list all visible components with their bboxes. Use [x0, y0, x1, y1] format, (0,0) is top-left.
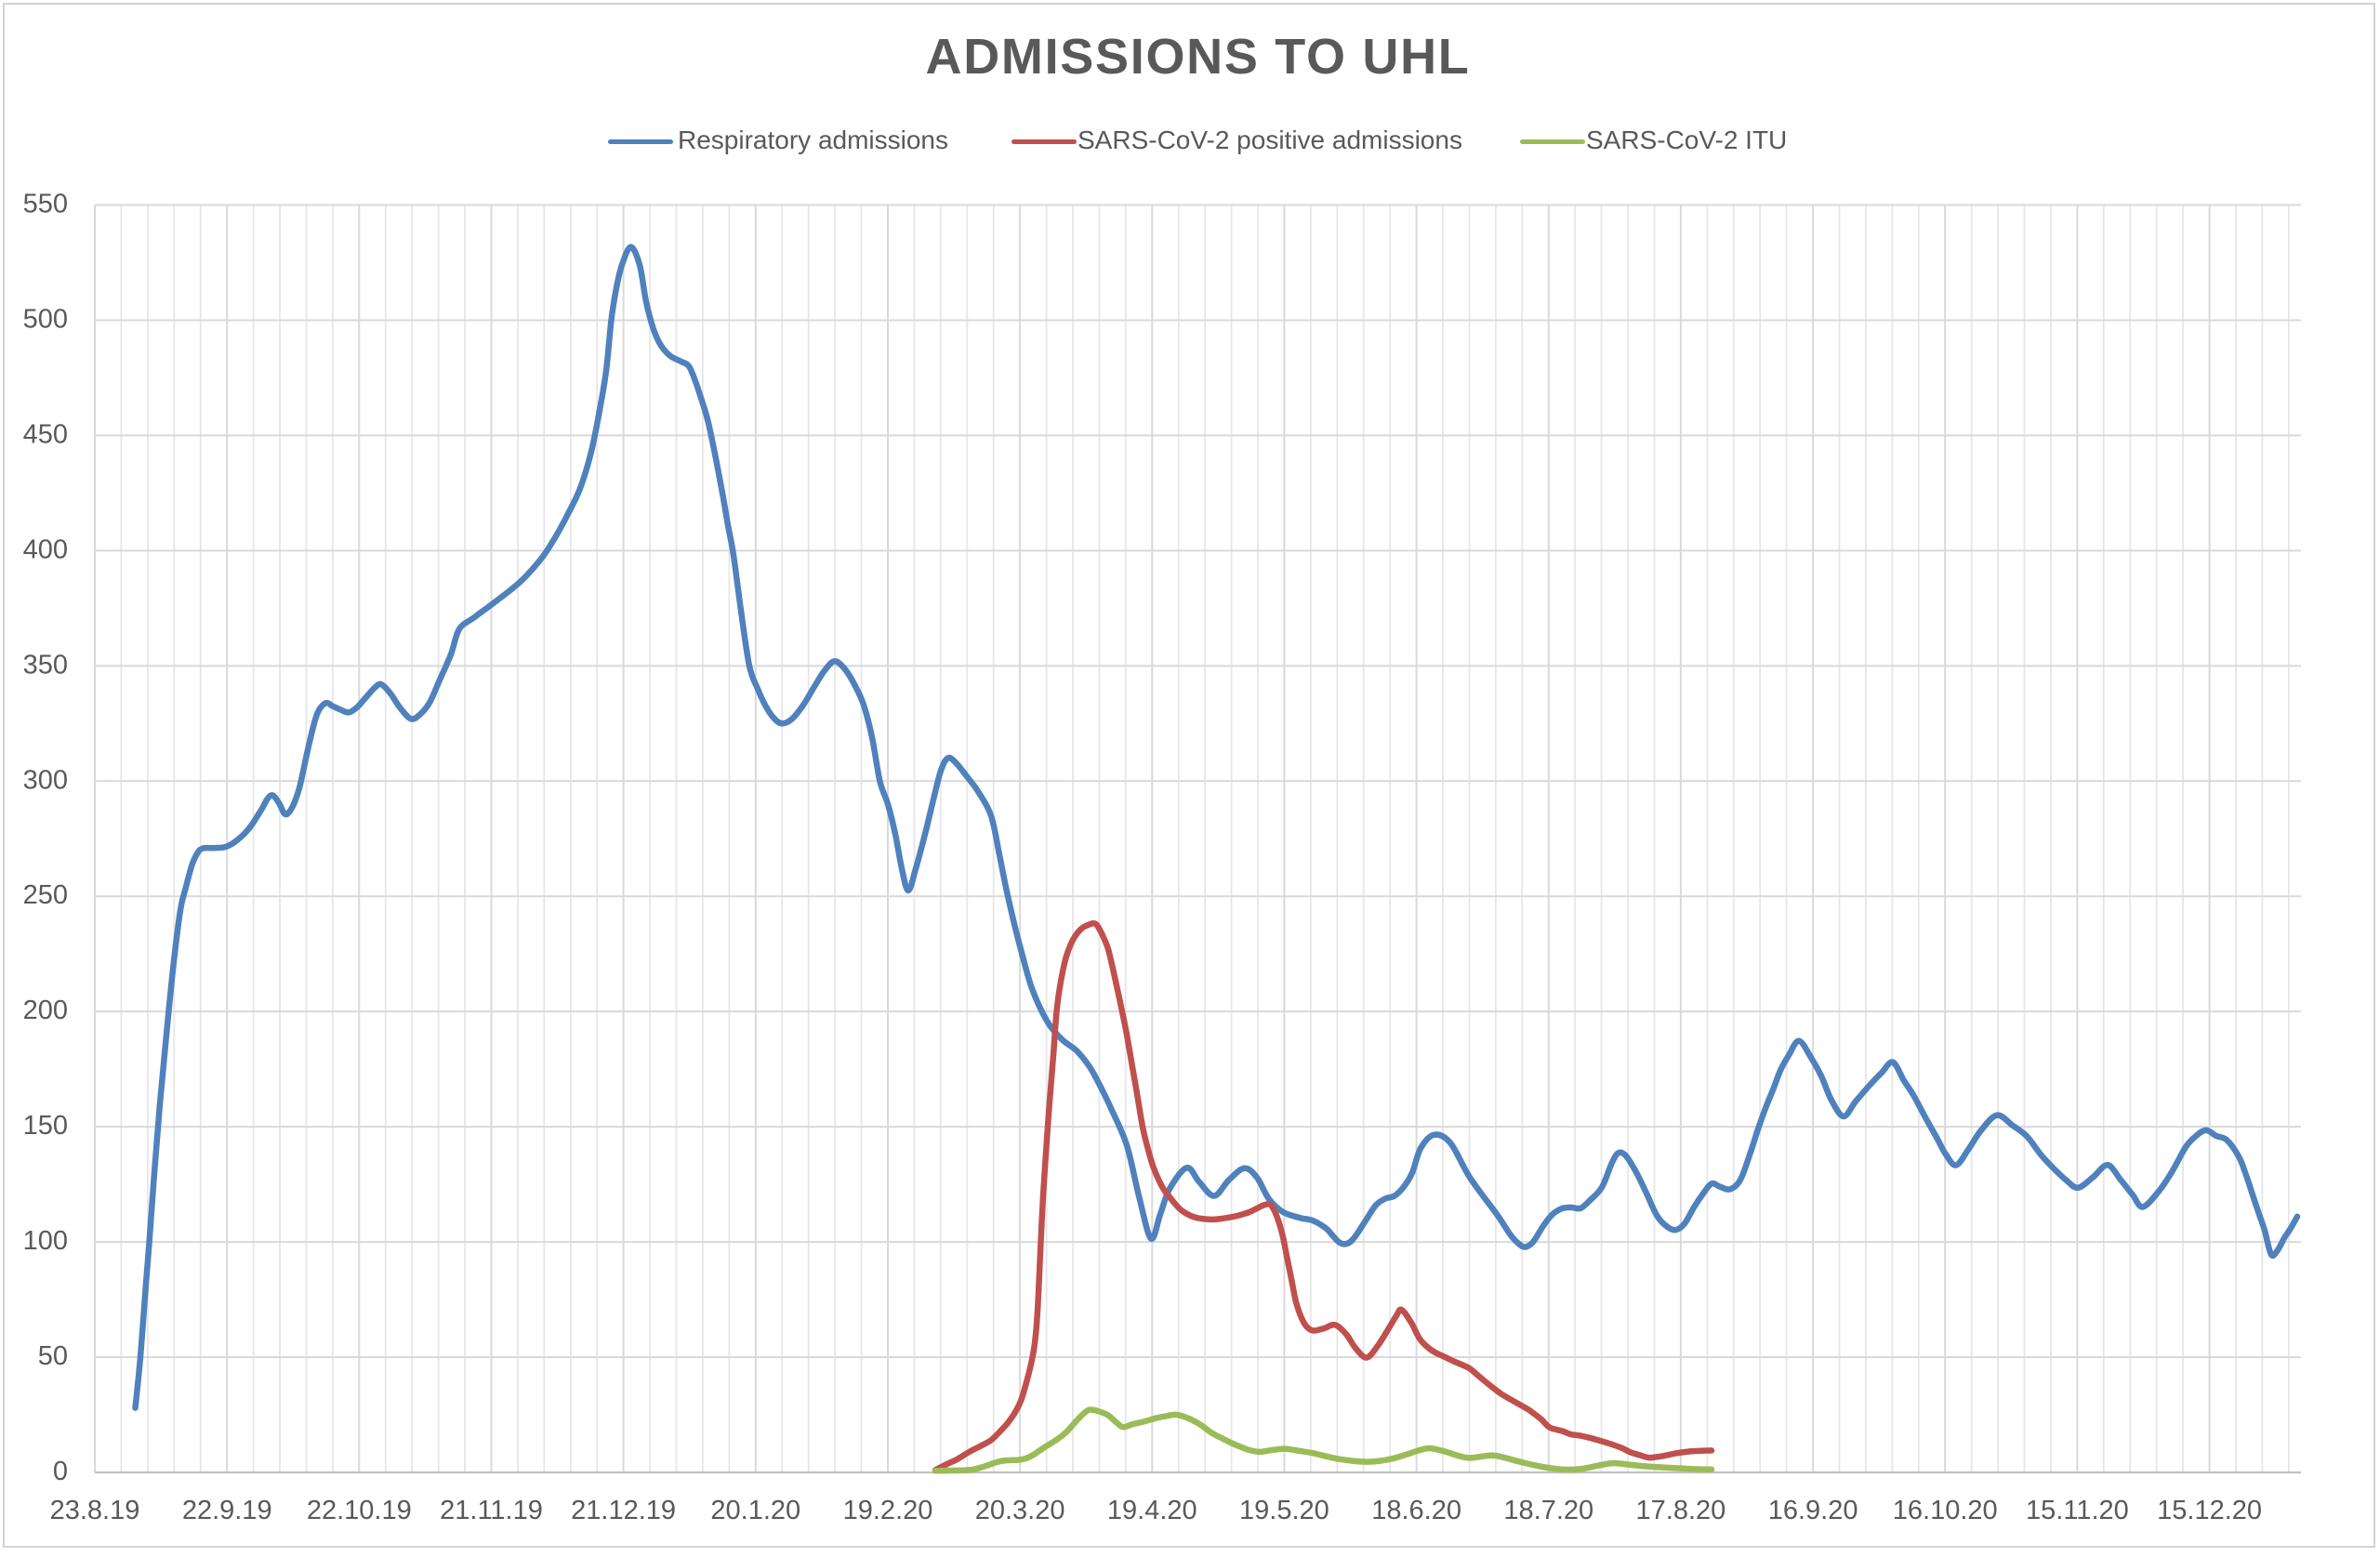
svg-text:19.4.20: 19.4.20 [1107, 1496, 1197, 1525]
svg-text:18.7.20: 18.7.20 [1503, 1496, 1593, 1525]
svg-text:19.2.20: 19.2.20 [843, 1496, 933, 1525]
svg-text:16.9.20: 16.9.20 [1768, 1496, 1858, 1525]
svg-text:200: 200 [23, 996, 68, 1025]
svg-text:20.3.20: 20.3.20 [975, 1496, 1065, 1525]
svg-text:350: 350 [23, 650, 68, 680]
svg-text:16.10.20: 16.10.20 [1893, 1496, 1998, 1525]
svg-text:100: 100 [23, 1226, 68, 1256]
svg-text:150: 150 [23, 1111, 68, 1141]
svg-text:550: 550 [23, 190, 68, 219]
svg-text:0: 0 [53, 1457, 68, 1486]
svg-text:19.5.20: 19.5.20 [1239, 1496, 1329, 1525]
svg-text:17.8.20: 17.8.20 [1636, 1496, 1726, 1525]
svg-text:500: 500 [23, 305, 68, 335]
svg-text:400: 400 [23, 534, 68, 564]
svg-text:20.1.20: 20.1.20 [710, 1496, 800, 1525]
svg-text:50: 50 [38, 1341, 68, 1371]
svg-text:300: 300 [23, 765, 68, 795]
svg-text:15.12.20: 15.12.20 [2157, 1496, 2262, 1525]
svg-text:23.8.19: 23.8.19 [50, 1496, 140, 1525]
svg-text:22.9.19: 22.9.19 [182, 1496, 272, 1525]
svg-text:250: 250 [23, 880, 68, 910]
svg-text:22.10.19: 22.10.19 [307, 1496, 412, 1525]
svg-text:21.11.19: 21.11.19 [440, 1496, 543, 1525]
svg-text:21.12.19: 21.12.19 [571, 1496, 676, 1525]
svg-text:450: 450 [23, 419, 68, 449]
svg-text:18.6.20: 18.6.20 [1371, 1496, 1461, 1525]
svg-text:15.11.20: 15.11.20 [2026, 1496, 2129, 1525]
